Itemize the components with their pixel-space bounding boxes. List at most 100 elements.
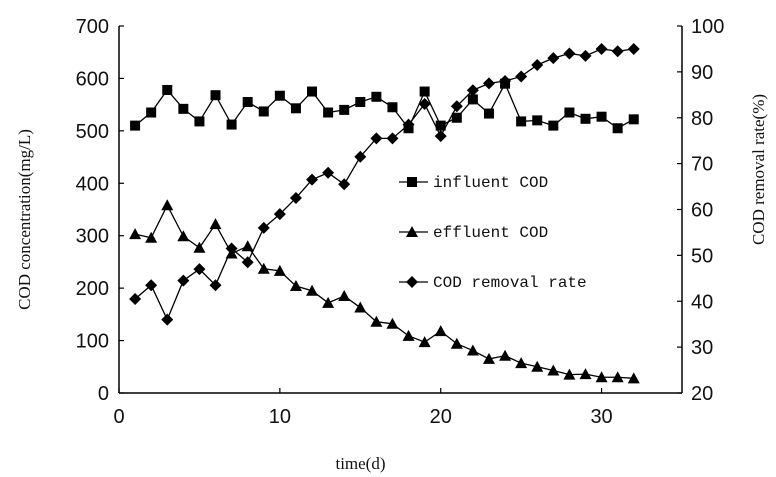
data-point-effluent-cod — [515, 357, 528, 369]
y-left-axis-title: COD concentration(mg/L) — [15, 129, 34, 310]
legend-item-cod-removal-rate: COD removal rate — [399, 274, 587, 292]
data-point-cod-removal-rate — [370, 132, 383, 145]
data-point-cod-removal-rate — [579, 49, 592, 62]
data-point-cod-removal-rate — [531, 58, 544, 71]
data-point-influent-cod — [130, 120, 141, 131]
y-right-axis-title: COD removal rate(%) — [749, 94, 768, 245]
data-point-effluent-cod — [161, 199, 174, 211]
data-point-influent-cod — [419, 86, 430, 97]
data-point-effluent-cod — [595, 371, 608, 383]
y-right-tick-label: 20 — [691, 383, 713, 405]
legend-label: influent COD — [433, 174, 548, 192]
data-point-cod-removal-rate — [129, 292, 142, 305]
data-point-cod-removal-rate — [193, 263, 206, 276]
data-point-effluent-cod — [466, 344, 479, 356]
data-point-effluent-cod — [434, 325, 447, 337]
legend-item-influent-cod: influent COD — [399, 174, 548, 192]
data-point-influent-cod — [290, 103, 301, 114]
data-point-effluent-cod — [499, 349, 512, 361]
data-point-effluent-cod — [257, 262, 270, 274]
y-left-tick-label: 400 — [76, 173, 109, 195]
data-point-influent-cod — [178, 103, 189, 114]
x-tick-label: 30 — [590, 406, 612, 428]
data-point-cod-removal-rate — [161, 313, 174, 326]
legend-label: effluent COD — [433, 224, 548, 242]
x-tick-label: 20 — [430, 406, 452, 428]
y-right-tick-label: 50 — [691, 245, 713, 267]
data-point-cod-removal-rate — [322, 166, 335, 179]
data-point-influent-cod — [194, 116, 205, 127]
y-left-tick-label: 300 — [76, 226, 109, 248]
data-point-cod-removal-rate — [209, 279, 222, 292]
data-point-cod-removal-rate — [402, 118, 415, 131]
data-point-influent-cod — [483, 108, 494, 119]
data-point-influent-cod — [371, 91, 382, 102]
series-effluent-cod — [129, 199, 640, 384]
data-point-effluent-cod — [370, 315, 383, 327]
data-point-influent-cod — [146, 107, 157, 118]
y-right-tick-label: 90 — [691, 62, 713, 84]
series-line-influent-cod — [134, 82, 635, 130]
data-point-effluent-cod — [289, 280, 302, 292]
legend-marker-diamond — [406, 276, 418, 288]
x-axis-title: time(d) — [335, 454, 385, 473]
data-point-effluent-cod — [627, 372, 640, 384]
data-point-influent-cod — [274, 90, 285, 101]
data-point-cod-removal-rate — [386, 132, 399, 145]
data-point-cod-removal-rate — [273, 208, 286, 221]
data-point-effluent-cod — [450, 337, 463, 349]
y-right-tick-label: 80 — [691, 108, 713, 130]
data-point-effluent-cod — [547, 364, 560, 376]
data-point-effluent-cod — [611, 371, 624, 383]
data-point-influent-cod — [564, 107, 575, 118]
data-point-influent-cod — [226, 119, 237, 130]
y-right-tick-label: 40 — [691, 291, 713, 313]
data-point-influent-cod — [242, 97, 253, 108]
data-point-effluent-cod — [531, 360, 544, 372]
data-point-influent-cod — [435, 120, 446, 131]
data-point-influent-cod — [532, 115, 543, 126]
legend-item-effluent-cod: effluent COD — [399, 224, 548, 242]
data-point-cod-removal-rate — [225, 242, 238, 255]
data-point-effluent-cod — [241, 240, 254, 252]
data-point-cod-removal-rate — [611, 45, 624, 58]
data-point-effluent-cod — [563, 368, 576, 380]
y-left-tick-label: 100 — [76, 331, 109, 353]
data-point-effluent-cod — [338, 290, 351, 302]
data-point-influent-cod — [580, 113, 591, 124]
data-point-cod-removal-rate — [257, 221, 270, 234]
data-point-cod-removal-rate — [595, 42, 608, 55]
data-point-cod-removal-rate — [306, 173, 319, 186]
data-point-effluent-cod — [193, 241, 206, 253]
y-left-tick-label: 600 — [76, 68, 109, 90]
data-point-effluent-cod — [322, 296, 335, 308]
data-point-cod-removal-rate — [627, 42, 640, 55]
data-point-influent-cod — [451, 112, 462, 123]
data-point-cod-removal-rate — [547, 52, 560, 65]
data-point-influent-cod — [210, 90, 221, 101]
legend-marker-triangle — [406, 226, 418, 237]
y-right-tick-label: 60 — [691, 200, 713, 222]
data-point-influent-cod — [307, 86, 318, 97]
series-influent-cod — [130, 78, 639, 134]
data-point-effluent-cod — [306, 284, 319, 296]
y-right-tick-label: 30 — [691, 337, 713, 359]
data-point-effluent-cod — [482, 352, 495, 364]
data-point-influent-cod — [612, 123, 623, 134]
data-point-effluent-cod — [129, 228, 142, 240]
data-point-cod-removal-rate — [241, 256, 254, 269]
data-point-influent-cod — [323, 107, 334, 118]
y-left-tick-label: 200 — [76, 278, 109, 300]
data-point-effluent-cod — [386, 317, 399, 329]
data-point-cod-removal-rate — [338, 178, 351, 191]
x-tick-label: 0 — [113, 406, 124, 428]
data-point-effluent-cod — [402, 329, 415, 341]
data-point-influent-cod — [467, 94, 478, 105]
x-tick-label: 10 — [269, 406, 291, 428]
y-left-tick-label: 700 — [76, 16, 109, 38]
data-point-cod-removal-rate — [418, 97, 431, 110]
data-point-cod-removal-rate — [499, 75, 512, 88]
y-left-tick-label: 0 — [98, 383, 109, 405]
y-left-tick-label: 500 — [76, 121, 109, 143]
data-point-effluent-cod — [418, 336, 431, 348]
